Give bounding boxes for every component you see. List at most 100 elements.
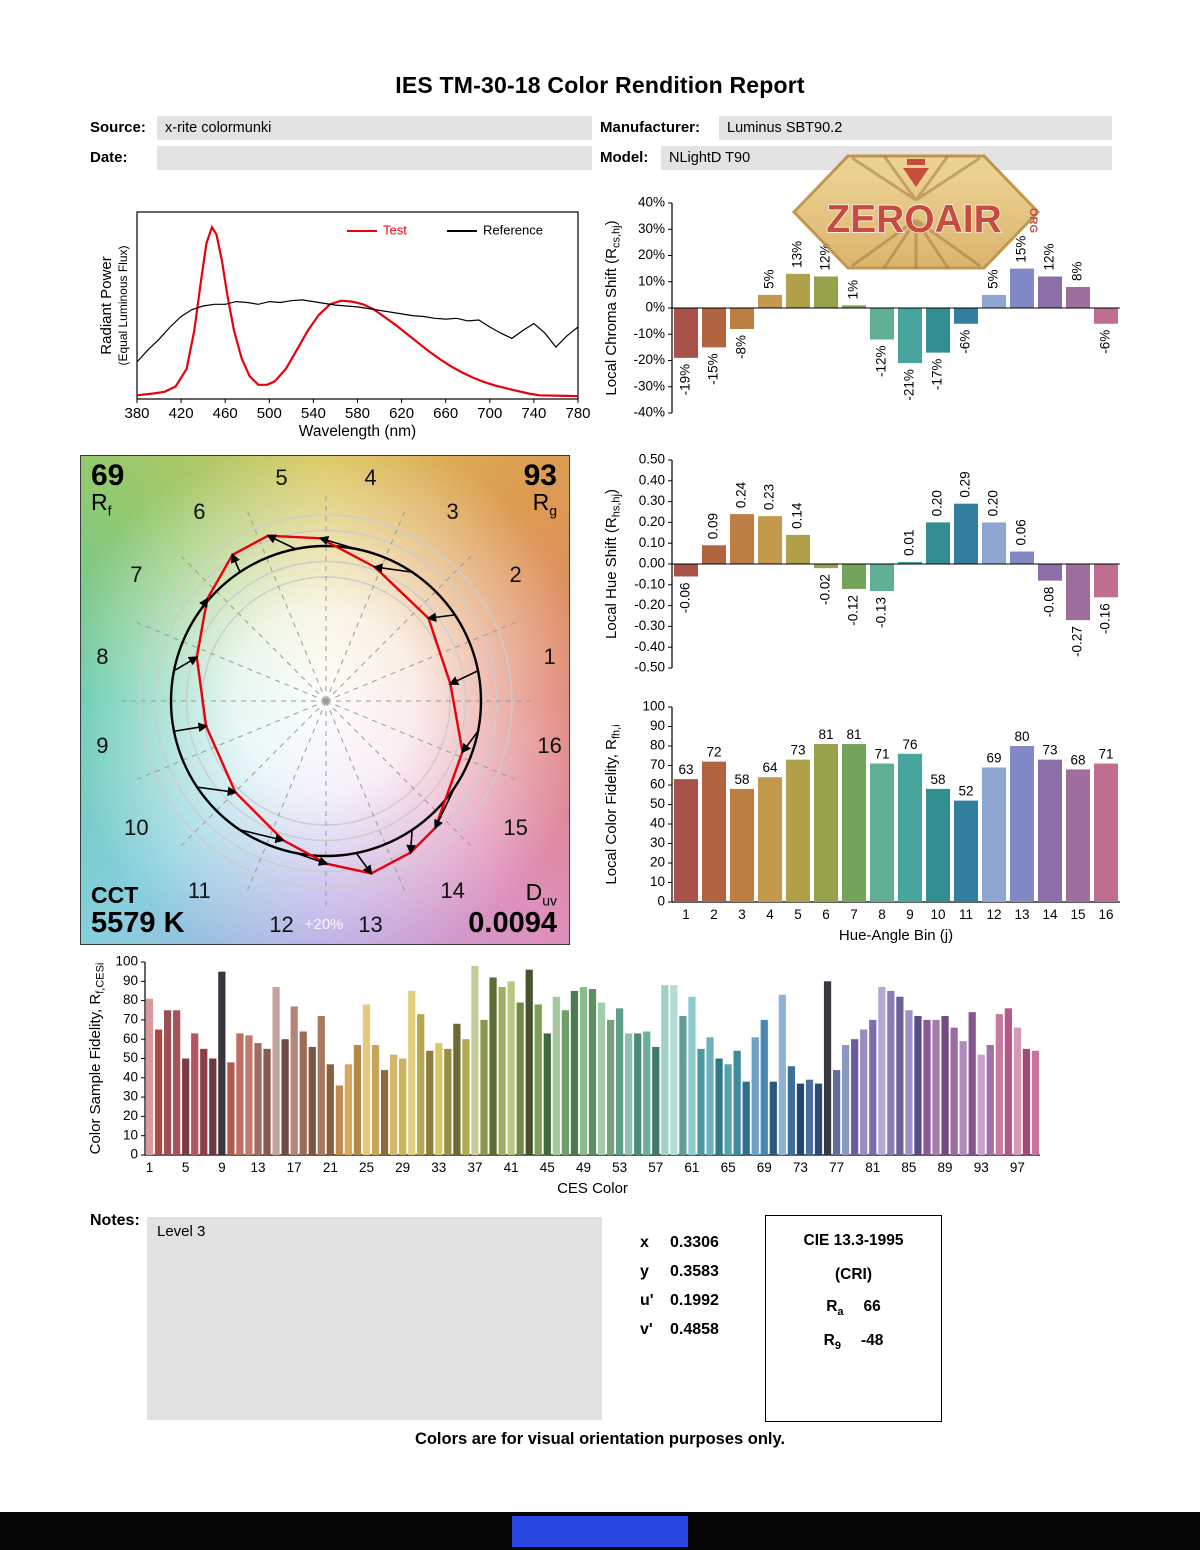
svg-text:93: 93 [974,1160,989,1175]
svg-text:1: 1 [543,644,555,669]
chromaticity-row-u: u' 0.1992 [640,1292,719,1309]
rf-score-group: 69 Rf [91,460,124,518]
svg-text:0.01: 0.01 [902,530,917,556]
svg-text:-0.16: -0.16 [1098,603,1113,634]
svg-text:5: 5 [182,1160,190,1175]
cct-group: CCT 5579 K [91,883,185,939]
svg-text:0.40: 0.40 [639,472,665,487]
cri-box: CIE 13.3-1995 (CRI) Ra 66 R9 -48 [765,1215,942,1422]
svg-text:2: 2 [710,907,718,922]
svg-text:-0.06: -0.06 [678,582,693,613]
svg-text:-10%: -10% [633,326,665,341]
model-field[interactable]: NLightD T90 [661,146,1112,170]
manufacturer-label: Manufacturer: [600,119,701,136]
manufacturer-field[interactable]: Luminus SBT90.2 [719,116,1112,140]
svg-text:80: 80 [123,992,138,1007]
svg-text:2: 2 [509,562,521,587]
svg-text:58: 58 [734,772,749,787]
source-field[interactable]: x-rite colormunki [157,116,592,140]
notes-text: Level 3 [157,1223,206,1240]
svg-text:-0.27: -0.27 [1070,626,1085,657]
svg-text:12%: 12% [1042,243,1057,270]
svg-text:68: 68 [1070,752,1085,767]
chromaticity-row-x: x 0.3306 [640,1234,719,1251]
svg-text:660: 660 [433,405,458,422]
svg-text:0: 0 [657,894,665,909]
svg-text:58: 58 [930,772,945,787]
svg-text:50: 50 [123,1050,138,1065]
date-label: Date: [90,149,128,166]
svg-text:-21%: -21% [902,369,917,401]
spd-chart: 380 420 460 500 540 580 620 660 700 740 780 Wavelen… [95,205,600,450]
svg-text:50: 50 [650,796,665,811]
svg-text:10: 10 [124,815,148,840]
svg-text:0: 0 [130,1147,138,1162]
svg-text:-17%: -17% [930,359,945,391]
svg-text:81: 81 [846,727,861,742]
svg-text:6: 6 [822,907,830,922]
source-label: Source: [90,119,146,136]
svg-text:16: 16 [1098,907,1113,922]
svg-text:-30%: -30% [633,378,665,393]
svg-text:1: 1 [682,907,690,922]
svg-text:1: 1 [146,1160,154,1175]
model-label: Model: [600,149,649,166]
svg-text:5%: 5% [986,269,1001,289]
svg-text:460: 460 [213,405,238,422]
svg-text:69: 69 [986,750,1001,765]
svg-text:Local Color Fidelity, Rfh,i: Local Color Fidelity, Rfh,i [603,724,622,884]
local-fidelity-chart: 100 90 80 70 60 50 40 30 20 10 0 63 72 58 64 73 81 81 71 76… [600,693,1160,958]
svg-text:69: 69 [757,1160,772,1175]
manufacturer-value: Luminus SBT90.2 [727,120,843,136]
svg-text:25: 25 [359,1160,374,1175]
report-title: IES TM-30-18 Color Rendition Report [395,72,805,98]
svg-text:-40%: -40% [633,405,665,420]
svg-text:49: 49 [576,1160,591,1175]
svg-text:60: 60 [123,1031,138,1046]
svg-text:5%: 5% [762,269,777,289]
cri-subtitle: (CRI) [834,1266,873,1283]
svg-text:(Equal Luminous Flux): (Equal Luminous Flux) [116,245,130,365]
date-field[interactable] [157,146,592,170]
notes-field[interactable]: Level 3 [147,1217,602,1420]
svg-text:71: 71 [1098,747,1113,762]
svg-text:9: 9 [906,907,914,922]
svg-text:8: 8 [96,644,108,669]
svg-text:40: 40 [123,1069,138,1084]
svg-text:Radiant Power: Radiant Power [98,256,115,354]
svg-text:0.50: 0.50 [639,452,665,467]
svg-text:3: 3 [738,907,746,922]
svg-text:420: 420 [169,405,194,422]
svg-text:13%: 13% [790,241,805,268]
bottom-blue-block [512,1516,688,1547]
svg-text:-0.10: -0.10 [634,576,665,591]
svg-text:3: 3 [447,499,459,524]
svg-text:12: 12 [986,907,1001,922]
svg-text:72: 72 [706,745,721,760]
duv-value: 0.0094 [468,906,557,939]
duv-label: Duv [525,878,557,909]
svg-text:20: 20 [650,855,665,870]
svg-text:-0.40: -0.40 [634,639,665,654]
svg-text:Local Hue Shift (Rhs,hj): Local Hue Shift (Rhs,hj) [603,489,622,639]
chroma-svg: 40% 30% 20% 10% 0% -10% -20% -30% -40% -19% -15% -8… [603,195,1120,420]
svg-text:0.29: 0.29 [958,471,973,497]
svg-text:-0.02: -0.02 [818,574,833,605]
svg-text:90: 90 [650,718,665,733]
svg-text:-0.50: -0.50 [634,660,665,675]
svg-text:740: 740 [521,405,546,422]
source-value: x-rite colormunki [165,120,272,136]
svg-text:0.20: 0.20 [639,514,665,529]
svg-text:40%: 40% [638,195,665,210]
svg-text:700: 700 [477,405,502,422]
svg-text:0.23: 0.23 [762,484,777,510]
cct-value: 5579 K [91,906,185,939]
svg-text:16: 16 [537,733,561,758]
hue-shift-chart: 0.50 0.40 0.30 0.20 0.10 0.00 -0.10 -0.20 -0.30-… [600,448,1160,698]
rg-score-group: 93 Rg [524,460,557,518]
svg-text:9: 9 [96,733,108,758]
svg-text:0.06: 0.06 [1014,519,1029,545]
